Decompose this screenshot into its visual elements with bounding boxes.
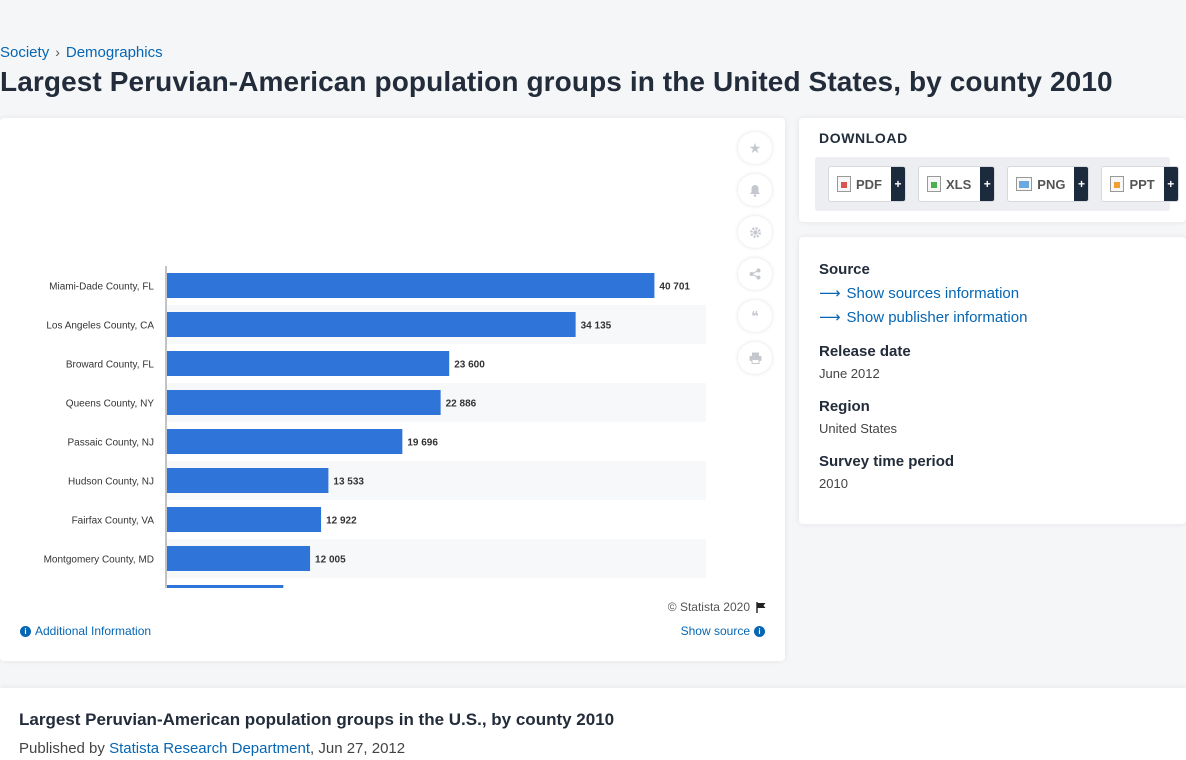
data-label: 23 600 <box>454 360 485 371</box>
star-icon[interactable]: ★ <box>738 132 772 164</box>
published-prefix: Published by <box>19 740 105 757</box>
region-value: United States <box>819 421 898 436</box>
show-publisher-link[interactable]: ⟶ Show publisher information <box>819 308 1028 327</box>
breadcrumb: Society › Demographics <box>0 44 163 61</box>
ppt-file-icon <box>1110 176 1125 192</box>
bell-icon[interactable] <box>738 174 772 206</box>
flag-icon[interactable] <box>756 601 767 613</box>
source-heading: Source <box>819 261 870 278</box>
download-ppt-label: PPT <box>1129 176 1155 192</box>
copyright-text: © Statista 2020 <box>667 600 750 614</box>
show-sources-link[interactable]: ⟶ Show sources information <box>819 284 1020 303</box>
bar <box>167 351 450 376</box>
bar-chart: 40 701 Miami-Dade County, FL 34 135 Los Ang… <box>44 266 706 588</box>
statistic-details: Source ⟶ Show sources information ⟶ Show… <box>799 237 1186 524</box>
plus-icon: + <box>891 167 905 201</box>
release-date-heading: Release date <box>819 343 911 360</box>
category-label: Fairfax County, VA <box>72 516 155 527</box>
info-icon: i <box>754 625 765 637</box>
arrow-right-icon: ⟶ <box>819 309 841 326</box>
category-label: Hudson County, NJ <box>68 477 154 488</box>
chart-card: 40 701 Miami-Dade County, FL 34 135 Los Ang… <box>0 118 785 661</box>
bar <box>167 507 322 532</box>
show-source-link[interactable]: Show source i <box>681 624 765 638</box>
show-sources-label: Show sources information <box>846 284 1020 302</box>
page-title: Largest Peruvian-American population gro… <box>0 66 1113 97</box>
breadcrumb-demographics-link[interactable]: Demographics <box>65 44 163 61</box>
statistic-title: Largest Peruvian-American population gro… <box>19 710 615 729</box>
data-label: 22 886 <box>446 399 477 410</box>
additional-info-link[interactable]: i Additional Information <box>20 624 151 638</box>
bar <box>167 468 329 493</box>
data-label: 40 701 <box>659 282 690 293</box>
download-ppt-button[interactable]: PPT + <box>1101 166 1179 202</box>
additional-info-label: Additional Information <box>35 624 152 638</box>
region-heading: Region <box>819 398 870 415</box>
quote-icon[interactable]: ❝ <box>738 300 772 332</box>
show-source-label: Show source <box>680 624 750 638</box>
breadcrumb-separator: › <box>55 44 60 60</box>
data-label: 12 922 <box>326 516 357 527</box>
data-label: 12 005 <box>315 555 346 566</box>
download-card: DOWNLOAD PDF + XLS + PNG + PPT + <box>799 118 1186 222</box>
png-file-icon <box>1016 177 1033 191</box>
download-pdf-button[interactable]: PDF + <box>828 166 906 202</box>
bar <box>167 390 441 415</box>
download-xls-button[interactable]: XLS + <box>918 166 996 202</box>
survey-period-heading: Survey time period <box>819 453 955 470</box>
bar <box>167 546 311 571</box>
category-label: Los Angeles County, CA <box>46 321 154 332</box>
statistic-summary: Largest Peruvian-American population gro… <box>0 688 1186 760</box>
publisher-link[interactable]: Statista Research Department <box>109 740 311 757</box>
data-label: 34 135 <box>581 321 612 332</box>
info-icon: i <box>20 625 31 637</box>
copyright: © Statista 2020 <box>668 600 767 614</box>
chart-tools: ★ ❝ <box>738 132 772 374</box>
pdf-file-icon <box>837 176 851 192</box>
release-date-value: June 2012 <box>819 366 880 381</box>
bar <box>167 429 403 454</box>
category-label: Queens County, NY <box>66 399 155 410</box>
download-buttons: PDF + XLS + PNG + PPT + <box>815 157 1179 211</box>
download-xls-label: XLS <box>946 176 972 192</box>
category-label: Passaic County, NJ <box>67 438 154 449</box>
data-label: 19 696 <box>407 438 438 449</box>
category-label: Montgomery County, MD <box>44 555 154 566</box>
published-date: , Jun 27, 2012 <box>310 740 406 757</box>
survey-period-value: 2010 <box>819 476 848 491</box>
download-png-button[interactable]: PNG + <box>1007 166 1090 202</box>
show-publisher-label: Show publisher information <box>846 308 1028 326</box>
published-line: Published by Statista Research Departmen… <box>19 740 405 757</box>
download-png-label: PNG <box>1037 176 1066 192</box>
bar <box>167 585 284 588</box>
plus-icon: + <box>980 167 995 201</box>
plus-icon: + <box>1074 167 1089 201</box>
bar <box>167 273 655 298</box>
data-label: 13 533 <box>333 477 364 488</box>
category-label: Miami-Dade County, FL <box>49 282 154 293</box>
bar <box>167 312 576 337</box>
plus-icon: + <box>1163 167 1178 201</box>
gear-icon[interactable] <box>738 216 772 248</box>
category-label: Broward County, FL <box>66 360 155 371</box>
arrow-right-icon: ⟶ <box>819 285 841 302</box>
download-pdf-label: PDF <box>856 176 882 192</box>
print-icon[interactable] <box>738 342 772 374</box>
download-title: DOWNLOAD <box>819 130 908 146</box>
breadcrumb-society-link[interactable]: Society <box>0 44 50 61</box>
xls-file-icon <box>927 176 941 192</box>
share-icon[interactable] <box>738 258 772 290</box>
